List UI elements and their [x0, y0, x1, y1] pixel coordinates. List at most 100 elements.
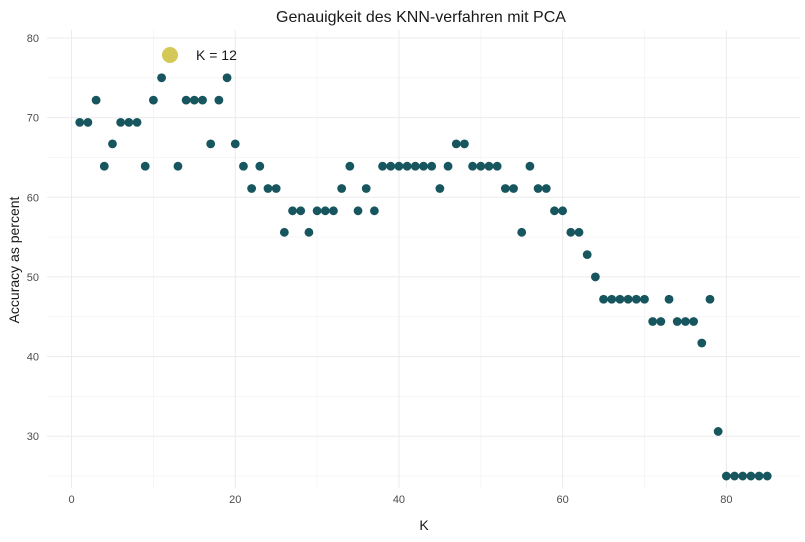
data-point — [754, 471, 764, 481]
data-point — [353, 206, 363, 216]
data-point — [648, 317, 658, 326]
data-point — [574, 227, 584, 237]
data-point — [492, 161, 502, 171]
data-point — [312, 206, 322, 216]
data-point — [476, 161, 486, 171]
data-point — [173, 161, 183, 171]
data-point — [558, 206, 568, 216]
data-point — [189, 95, 199, 105]
x-tick-label: 20 — [229, 494, 241, 506]
y-axis-ticks: 30 40 50 60 70 80 — [27, 33, 39, 443]
x-axis-title: K — [419, 517, 429, 533]
data-point — [746, 471, 756, 481]
data-point — [738, 471, 748, 481]
data-point — [378, 161, 387, 171]
data-point — [75, 117, 85, 127]
data-point — [132, 117, 142, 127]
data-point — [705, 294, 715, 304]
data-point — [410, 161, 420, 171]
data-point — [181, 95, 191, 105]
data-points — [75, 73, 772, 481]
data-point — [83, 117, 93, 127]
chart-title: Genauigkeit des KNN-verfahren mit PCA — [276, 9, 566, 26]
data-point — [525, 161, 535, 171]
y-tick-label: 70 — [27, 113, 39, 125]
data-point — [443, 161, 453, 171]
data-point — [419, 161, 428, 171]
data-point — [214, 95, 224, 105]
grid-lines — [47, 30, 800, 488]
data-point — [664, 294, 674, 304]
data-point — [271, 184, 281, 193]
data-point — [140, 161, 150, 171]
y-tick-label: 80 — [27, 33, 39, 45]
legend: K = 12 — [162, 47, 237, 63]
data-point — [631, 294, 641, 304]
data-point — [361, 184, 371, 193]
data-point — [279, 227, 289, 237]
data-point — [320, 206, 330, 216]
data-point — [468, 161, 478, 171]
x-tick-label: 60 — [557, 494, 569, 506]
data-point — [329, 206, 338, 216]
data-point — [460, 139, 469, 149]
y-tick-label: 30 — [27, 431, 39, 443]
x-tick-label: 0 — [68, 494, 74, 506]
data-point — [247, 184, 257, 193]
data-point — [198, 95, 207, 105]
data-point — [713, 427, 723, 436]
data-point — [435, 184, 445, 193]
data-point — [590, 272, 600, 282]
data-point — [656, 317, 666, 326]
y-tick-label: 40 — [27, 352, 39, 364]
data-point — [721, 471, 731, 481]
data-point — [402, 161, 412, 171]
data-point — [296, 206, 306, 216]
data-point — [337, 184, 347, 193]
data-point — [288, 206, 297, 216]
data-point — [451, 139, 461, 149]
data-point — [607, 294, 617, 304]
data-point — [99, 161, 109, 171]
data-point — [599, 294, 608, 304]
data-point — [697, 338, 707, 348]
legend-label: K = 12 — [196, 47, 237, 63]
data-point — [427, 161, 437, 171]
data-point — [239, 161, 248, 171]
data-point — [689, 317, 698, 326]
data-point — [369, 206, 379, 216]
data-point — [533, 184, 543, 193]
data-point — [255, 161, 265, 171]
data-point — [640, 294, 649, 304]
data-point — [222, 73, 232, 83]
data-point — [550, 206, 559, 216]
data-point — [206, 139, 216, 149]
data-point — [116, 117, 126, 127]
data-point — [484, 161, 494, 171]
x-tick-label: 80 — [720, 494, 732, 506]
data-point — [623, 294, 633, 304]
data-point — [304, 227, 314, 237]
data-point — [149, 95, 158, 105]
data-point — [762, 471, 772, 481]
data-point — [108, 139, 117, 149]
data-point — [541, 184, 551, 193]
data-point — [91, 95, 101, 105]
data-point — [345, 161, 355, 171]
data-point — [509, 184, 518, 193]
x-tick-label: 40 — [393, 494, 405, 506]
y-tick-label: 50 — [27, 272, 39, 284]
data-point — [681, 317, 690, 326]
data-point — [230, 139, 240, 149]
data-point — [730, 471, 739, 481]
data-point — [517, 227, 527, 237]
data-point — [672, 317, 682, 326]
data-point — [157, 73, 166, 83]
data-point — [615, 294, 625, 304]
legend-marker-highlight — [162, 47, 178, 63]
data-point — [566, 227, 576, 237]
data-point — [124, 117, 134, 127]
data-point — [500, 184, 510, 193]
y-axis-title: Accuracy as percent — [6, 196, 22, 323]
